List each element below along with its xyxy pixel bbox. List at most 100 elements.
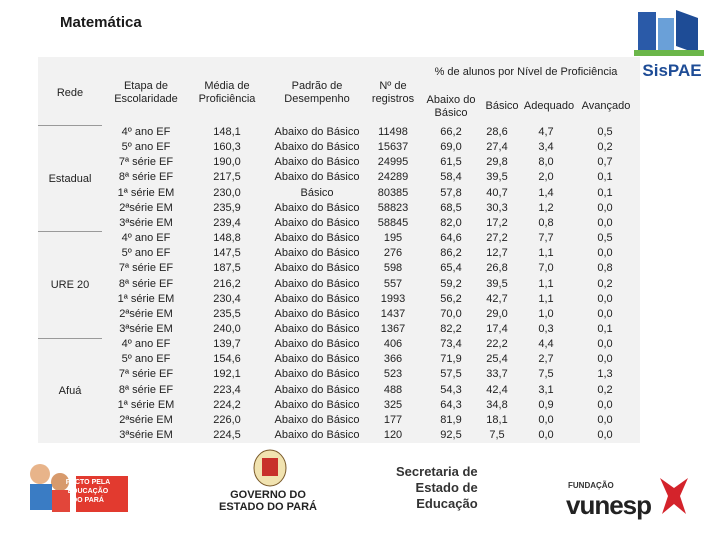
cell-etapa: 7ª série EF	[118, 262, 174, 275]
cell-abaixo: 68,5	[440, 201, 462, 214]
cell-abaixo: 59,2	[440, 277, 462, 290]
cell-etapa: 8ª série EF	[118, 171, 174, 184]
cell-basico: 29,8	[486, 156, 508, 169]
group-name: Estadual	[48, 173, 92, 186]
cell-basico: 42,4	[486, 383, 508, 396]
cell-registros: 488	[383, 383, 403, 396]
cell-etapa: 5º ano EF	[121, 353, 171, 366]
cell-basico: 17,4	[486, 322, 508, 335]
group-name: URE 20	[50, 279, 90, 292]
header: Padrão de Desempenho	[284, 80, 350, 105]
cell-media: 216,2	[213, 277, 241, 290]
cell-abaixo: 73,4	[440, 338, 462, 351]
governo-crest	[253, 449, 287, 487]
cell-basico: 39,5	[486, 277, 508, 290]
cell-padrao: Abaixo do Básico	[274, 292, 360, 305]
cell-media: 139,7	[213, 338, 241, 351]
header: % de alunos por Nível de Proficiência	[434, 66, 618, 78]
cell-basico: 28,6	[486, 126, 508, 138]
cell-adequado: 0,9	[538, 398, 554, 411]
row-separator	[38, 125, 102, 126]
cell-registros: 80385	[377, 186, 409, 199]
header: Etapa de Escolaridade	[114, 80, 178, 105]
cell-basico: 25,4	[486, 353, 508, 366]
cell-abaixo: 56,2	[440, 292, 462, 305]
cell-padrao: Abaixo do Básico	[274, 338, 360, 351]
cell-adequado: 1,1	[538, 277, 554, 290]
cell-media: 223,4	[213, 383, 241, 396]
cell-adequado: 0,0	[538, 413, 554, 426]
cell-padrao: Abaixo do Básico	[274, 322, 360, 335]
header: Avançado	[581, 100, 631, 112]
cell-registros: 1367	[380, 322, 406, 335]
cell-media: 230,0	[213, 186, 241, 199]
cell-registros: 58845	[377, 216, 409, 229]
cell-basico: 12,7	[486, 247, 508, 260]
cell-padrao: Abaixo do Básico	[274, 201, 360, 214]
pacto-logo	[30, 464, 128, 512]
cell-etapa: 4º ano EF	[121, 232, 171, 245]
cell-basico: 26,8	[486, 262, 508, 275]
cell-media: 190,0	[213, 156, 241, 169]
cell-etapa: 3ªsérie EM	[119, 322, 173, 335]
cell-padrao: Abaixo do Básico	[274, 262, 360, 275]
logo-text: vunesp	[566, 490, 652, 520]
cell-padrao: Abaixo do Básico	[274, 216, 360, 229]
sispae-logo: SisPAE	[634, 10, 704, 80]
cell-avancado: 0,0	[597, 216, 613, 229]
cell-padrao: Abaixo do Básico	[274, 171, 360, 184]
cell-avancado: 0,1	[597, 322, 613, 335]
cell-abaixo: 61,5	[440, 156, 462, 169]
cell-avancado: 0,0	[597, 429, 613, 441]
cell-adequado: 7,0	[538, 262, 554, 275]
cell-padrao: Abaixo do Básico	[274, 429, 360, 441]
header: Adequado	[523, 100, 575, 112]
cell-etapa: 2ªsérie EM	[119, 307, 173, 320]
cell-etapa: 1ª série EM	[117, 398, 175, 411]
cell-registros: 406	[383, 338, 403, 351]
cell-avancado: 0,0	[597, 338, 613, 351]
cell-padrao: Básico	[300, 186, 334, 199]
cell-adequado: 0,8	[538, 216, 554, 229]
cell-etapa: 7ª série EF	[118, 156, 174, 169]
cell-abaixo: 57,5	[440, 368, 462, 381]
cell-abaixo: 57,8	[440, 186, 462, 199]
cell-padrao: Abaixo do Básico	[274, 383, 360, 396]
cell-padrao: Abaixo do Básico	[274, 277, 360, 290]
cell-basico: 34,8	[486, 398, 508, 411]
cell-etapa: 2ªsérie EM	[119, 413, 173, 426]
cell-etapa: 1ª série EM	[117, 186, 175, 199]
cell-avancado: 0,0	[597, 398, 613, 411]
cell-basico: 42,7	[486, 292, 508, 305]
cell-avancado: 0,7	[597, 156, 613, 169]
cell-media: 224,2	[213, 398, 241, 411]
cell-padrao: Abaixo do Básico	[274, 368, 360, 381]
cell-adequado: 3,4	[538, 141, 554, 154]
cell-adequado: 7,7	[538, 232, 554, 245]
cell-basico: 40,7	[486, 186, 508, 199]
vunesp-mark	[660, 478, 688, 514]
cell-media: 160,3	[213, 141, 241, 154]
cell-avancado: 0,1	[597, 186, 613, 199]
cell-registros: 11498	[378, 126, 408, 138]
cell-padrao: Abaixo do Básico	[274, 126, 360, 138]
cell-abaixo: 71,9	[440, 353, 462, 366]
cell-avancado: 0,1	[597, 171, 613, 184]
cell-avancado: 0,0	[597, 353, 613, 366]
cell-media: 239,4	[213, 216, 241, 229]
logo-text: PACTO PELA EDUCAÇÃO DO PARÁ	[65, 479, 111, 504]
cell-adequado: 3,1	[538, 383, 554, 396]
cell-avancado: 0,0	[597, 413, 613, 426]
cell-registros: 24289	[377, 171, 409, 184]
cell-media: 217,5	[213, 171, 241, 184]
cell-avancado: 0,0	[597, 292, 613, 305]
cell-etapa: 5º ano EF	[121, 141, 171, 154]
cell-registros: 276	[383, 247, 403, 260]
cell-abaixo: 81,9	[440, 413, 462, 426]
cell-registros: 1437	[380, 307, 406, 320]
cell-adequado: 1,1	[538, 247, 554, 260]
cell-media: 154,6	[213, 353, 241, 366]
cell-media: 235,9	[213, 201, 241, 214]
cell-basico: 18,1	[486, 413, 508, 426]
